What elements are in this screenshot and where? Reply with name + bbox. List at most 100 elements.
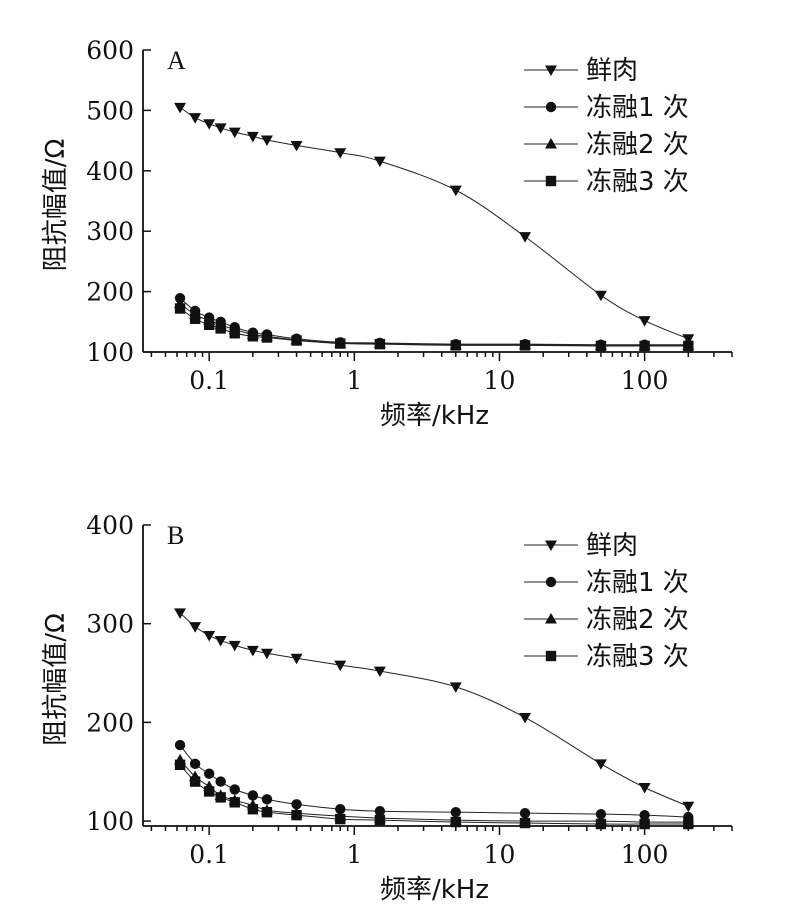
series-3 xyxy=(174,759,694,830)
panel-label: B xyxy=(167,521,184,550)
series-line xyxy=(179,612,689,807)
data-point xyxy=(639,809,650,821)
legend-label: 冻融1 次 xyxy=(586,93,689,123)
x-tick-label: 100 xyxy=(621,840,669,869)
data-point xyxy=(228,640,241,652)
legend-item: 冻融2 次 xyxy=(524,130,689,160)
legend-label: 冻融2 次 xyxy=(586,130,689,160)
data-point xyxy=(189,113,202,124)
legend-label: 冻融2 次 xyxy=(586,605,689,635)
series-line xyxy=(179,106,689,340)
data-point xyxy=(683,340,694,352)
data-point xyxy=(189,622,202,633)
data-point xyxy=(174,759,186,771)
y-tick-label: 100 xyxy=(86,807,134,836)
data-point xyxy=(374,814,386,826)
data-point xyxy=(335,804,346,815)
legend-item: 鲜肉 xyxy=(524,531,638,561)
data-point xyxy=(228,127,241,139)
data-point xyxy=(246,645,259,657)
legend-marker xyxy=(545,613,557,624)
data-point xyxy=(450,340,461,351)
data-point xyxy=(247,790,259,801)
data-point xyxy=(174,608,187,619)
data-point xyxy=(519,232,532,243)
legend-label: 冻融3 次 xyxy=(586,642,689,672)
legend-item: 冻融1 次 xyxy=(524,568,689,598)
data-point xyxy=(261,332,273,343)
y-tick-label: 200 xyxy=(86,278,134,307)
y-tick-label: 400 xyxy=(86,157,134,186)
y-axis-title: 阻抗幅值/Ω xyxy=(41,139,71,272)
data-point xyxy=(229,328,240,339)
y-tick-label: 200 xyxy=(86,708,134,737)
legend-marker xyxy=(545,650,557,662)
x-tick-label: 10 xyxy=(484,366,516,395)
legend-label: 冻融3 次 xyxy=(586,167,689,197)
data-point xyxy=(519,817,531,829)
data-point xyxy=(174,102,187,114)
y-tick-label: 300 xyxy=(86,217,134,246)
data-point xyxy=(683,818,694,830)
data-point xyxy=(215,776,226,787)
data-point xyxy=(291,799,302,810)
x-tick-label: 100 xyxy=(621,366,669,395)
data-point xyxy=(247,804,259,815)
legend-marker xyxy=(545,175,557,187)
data-point xyxy=(203,119,216,130)
data-point xyxy=(595,808,607,820)
series-1 xyxy=(174,739,694,823)
data-point xyxy=(261,806,273,818)
data-point xyxy=(290,653,303,665)
data-point xyxy=(174,303,186,314)
legend-marker xyxy=(545,65,557,76)
data-point xyxy=(374,805,386,817)
data-point xyxy=(373,666,386,678)
legend-item: 冻融3 次 xyxy=(524,642,689,672)
y-tick-label: 300 xyxy=(86,610,134,639)
data-point xyxy=(291,335,302,346)
data-point xyxy=(215,323,226,334)
data-point xyxy=(229,784,240,795)
series-3 xyxy=(174,303,694,352)
data-point xyxy=(246,131,259,143)
legend-label: 冻融1 次 xyxy=(586,568,689,598)
x-axis-title: 频率/kHz xyxy=(380,875,489,905)
data-point xyxy=(229,797,240,808)
data-point xyxy=(595,818,607,830)
data-point xyxy=(203,786,215,797)
data-point xyxy=(334,148,347,159)
data-point xyxy=(174,739,186,751)
legend-marker xyxy=(545,576,557,588)
data-point xyxy=(639,340,650,352)
data-point xyxy=(449,185,462,197)
y-tick-label: 600 xyxy=(86,36,134,65)
legend-label: 鲜肉 xyxy=(586,56,638,86)
legend-item: 冻融1 次 xyxy=(524,93,689,123)
legend-item: 鲜肉 xyxy=(524,56,638,86)
data-point xyxy=(519,807,531,819)
data-point xyxy=(373,156,386,168)
legend-item: 冻融3 次 xyxy=(524,167,689,197)
chart-panel-a: 100 200 300 400 500 600 0.1 1 10 100 频率/kHz 阻抗幅值/Ω A… xyxy=(41,36,733,431)
data-point xyxy=(189,758,201,770)
legend-marker xyxy=(545,101,557,113)
data-point xyxy=(682,801,695,813)
chart-panel-b: 100 200 300 400 0.1 1 10 100 频率/kHz 阻抗幅值/Ω B 鲜肉冻融1 … xyxy=(41,511,733,905)
x-tick-label: 10 xyxy=(484,840,516,869)
data-point xyxy=(203,768,215,779)
data-point xyxy=(203,631,216,642)
y-tick-label: 400 xyxy=(86,511,134,540)
data-point xyxy=(335,813,346,825)
series-0 xyxy=(174,608,695,813)
data-point xyxy=(334,660,347,672)
series-2 xyxy=(174,753,695,827)
y-tick-label: 100 xyxy=(86,338,134,367)
legend-marker xyxy=(545,540,557,551)
data-point xyxy=(595,340,607,352)
data-point xyxy=(290,140,303,152)
legend-marker xyxy=(545,138,557,149)
